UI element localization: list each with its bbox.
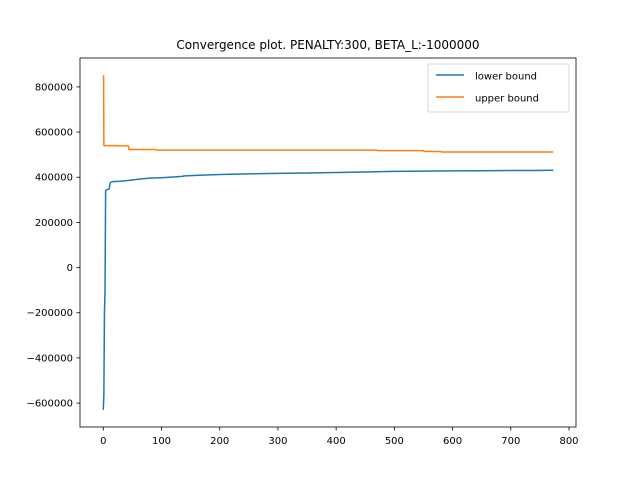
x-tick-label: 100 [152, 436, 171, 447]
legend-label-lower-bound: lower bound [475, 72, 537, 83]
legend-box [427, 63, 570, 113]
y-tick-label: −600000 [26, 399, 73, 410]
y-tick-label: 400000 [35, 173, 73, 184]
y-tick-label: 200000 [35, 218, 73, 229]
x-tick-label: 400 [327, 436, 346, 447]
y-tick-label: 800000 [35, 82, 73, 93]
legend-label-upper-bound: upper bound [475, 94, 539, 105]
x-tick-label: 300 [268, 436, 287, 447]
legend: lower bound upper bound [427, 63, 570, 113]
series-layer [102, 74, 554, 410]
y-tick-label: −400000 [26, 353, 73, 364]
series-line-upper-bound [102, 74, 554, 153]
chart-title: Convergence plot. PENALTY:300, BETA_L:-1… [176, 38, 479, 52]
x-tick-label: 600 [443, 436, 462, 447]
y-tick-label: 600000 [35, 128, 73, 139]
axes-frame [79, 57, 577, 428]
x-tick-label: 800 [559, 436, 578, 447]
y-axis: −600000 −400000 −200000 0 200000 400000 600000… [26, 82, 80, 410]
x-tick-label: 700 [501, 436, 520, 447]
plot-area [79, 57, 577, 428]
x-tick-label: 0 [100, 436, 106, 447]
x-axis: 0 100 200 300 400 500 600 700 800 [100, 427, 579, 447]
series-line-lower-bound [102, 169, 554, 410]
x-tick-label: 500 [385, 436, 404, 447]
x-tick-label: 200 [210, 436, 229, 447]
y-tick-label: −200000 [26, 308, 73, 319]
y-tick-label: 0 [67, 263, 73, 274]
